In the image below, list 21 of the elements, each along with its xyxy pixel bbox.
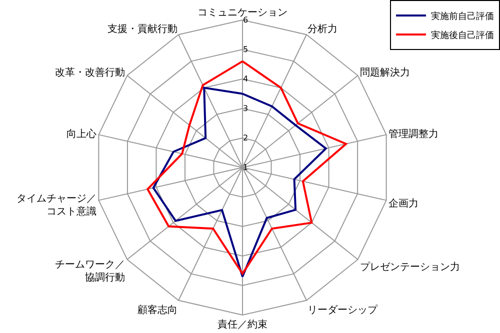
spoke-label: 問題解決力 — [360, 66, 410, 78]
spoke-label: タイムチャージ／コスト意識 — [16, 193, 96, 218]
legend-label: 実施後自己評価 — [431, 30, 494, 42]
y-tick-label: 5 — [243, 45, 248, 54]
legend-label: 実施前自己評価 — [431, 11, 494, 22]
spoke-label: 改革・改善行動 — [55, 66, 126, 78]
y-tick-label: 2 — [243, 134, 248, 143]
y-tick-label: 4 — [243, 74, 248, 84]
spoke-label: 支援・貢献行動 — [107, 23, 178, 36]
spoke-label: プレゼンテーション力 — [360, 260, 460, 273]
y-tick-label: 6 — [243, 16, 248, 25]
spoke-label: 向上心 — [66, 128, 96, 140]
spoke-label: 管理調整力 — [388, 128, 439, 140]
spoke-label: 企画力 — [388, 198, 419, 210]
y-tick-label: 3 — [243, 104, 248, 114]
spoke-label: 責任／約束 — [218, 318, 268, 330]
spoke-label: チームワーク／協調行動 — [55, 260, 126, 284]
spoke-label: リーダーシップ — [308, 304, 379, 316]
spoke-label: 分析力 — [308, 23, 338, 36]
y-tick-label: 1 — [243, 163, 248, 172]
spoke-label: 顧客志向 — [137, 304, 178, 316]
